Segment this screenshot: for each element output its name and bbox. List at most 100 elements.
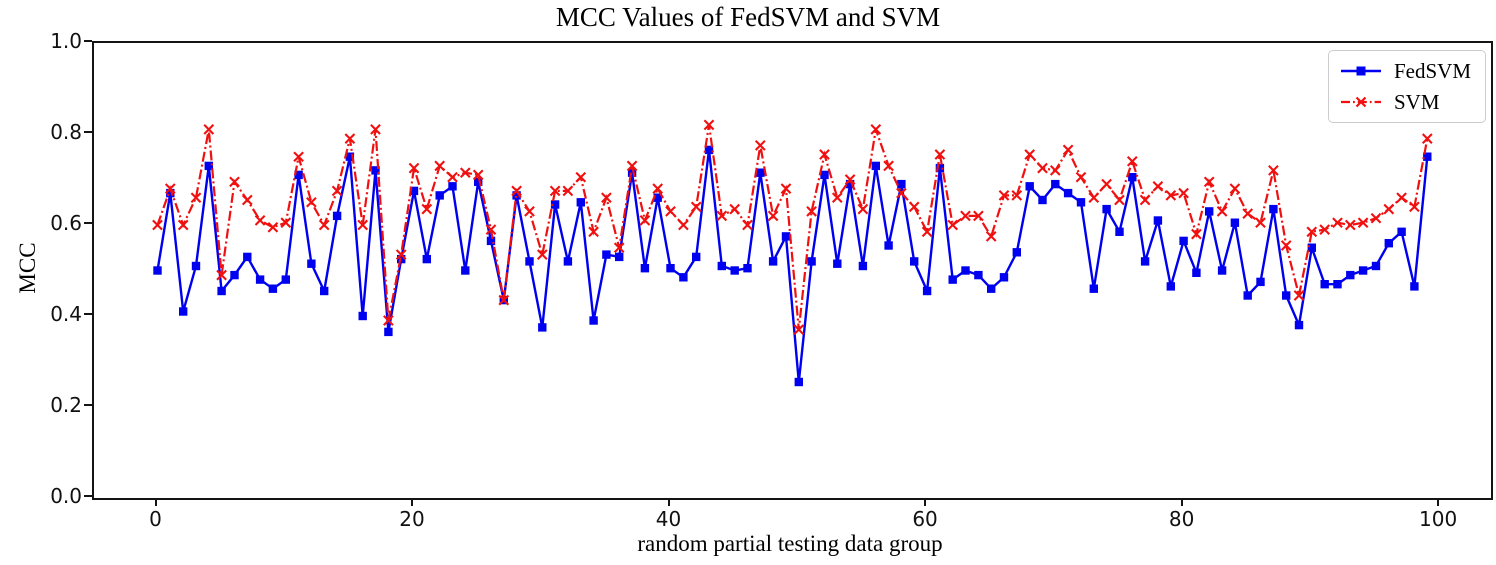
data-point-marker xyxy=(243,252,252,262)
data-point-marker xyxy=(1370,212,1382,224)
data-point-marker xyxy=(703,119,715,131)
data-point-marker xyxy=(961,266,970,275)
data-point-marker xyxy=(525,257,534,266)
data-point-marker xyxy=(730,266,739,275)
data-point-marker xyxy=(768,257,778,266)
y-tick-label: 1.0 xyxy=(50,29,82,53)
y-tick-label: 0.4 xyxy=(50,302,82,326)
data-point-marker xyxy=(833,259,842,268)
data-point-marker xyxy=(626,160,638,172)
data-point-marker xyxy=(203,124,215,135)
legend-label-svm: SVM xyxy=(1393,90,1440,114)
data-point-marker xyxy=(692,252,701,262)
data-point-marker xyxy=(831,192,843,204)
data-point-marker xyxy=(666,264,675,273)
data-point-marker xyxy=(1192,268,1201,277)
legend-marker-svm xyxy=(1355,96,1367,108)
x-tick-label: 0 xyxy=(149,507,162,531)
data-point-marker xyxy=(1115,227,1124,236)
data-point-marker xyxy=(947,219,959,231)
data-point-marker xyxy=(1230,218,1240,227)
data-point-marker xyxy=(370,124,381,135)
data-point-marker xyxy=(395,249,407,260)
data-point-marker xyxy=(179,307,188,316)
data-point-marker xyxy=(613,242,625,254)
data-point-marker xyxy=(690,201,702,213)
data-point-marker xyxy=(474,177,483,186)
data-point-marker xyxy=(345,152,355,161)
x-tick-label: 100 xyxy=(1419,507,1458,531)
data-point-marker xyxy=(998,190,1010,201)
x-tick-mark xyxy=(411,498,414,506)
data-point-marker xyxy=(1011,190,1023,201)
data-point-marker xyxy=(1421,133,1433,144)
data-point-marker xyxy=(871,161,880,171)
data-point-marker xyxy=(1256,277,1265,287)
data-point-marker xyxy=(1409,201,1420,213)
data-point-marker xyxy=(409,186,419,196)
data-point-marker xyxy=(1179,236,1188,246)
data-point-marker xyxy=(1384,239,1393,248)
data-point-marker xyxy=(602,250,611,259)
data-point-marker xyxy=(383,315,394,326)
chart-title: MCC Values of FedSVM and SVM xyxy=(555,2,941,32)
data-point-marker xyxy=(717,261,726,271)
data-point-marker xyxy=(1191,228,1202,240)
data-point-marker xyxy=(320,286,329,296)
data-point-marker xyxy=(1203,176,1215,188)
data-point-marker xyxy=(1357,217,1369,229)
data-point-marker xyxy=(344,133,356,144)
data-point-marker xyxy=(1126,155,1138,167)
data-point-marker xyxy=(1139,194,1151,206)
data-point-marker xyxy=(293,151,304,163)
x-tick-mark xyxy=(667,498,670,506)
y-tick-label: 0.8 xyxy=(50,120,82,144)
data-point-marker xyxy=(408,162,420,174)
y-tick-mark xyxy=(84,404,92,406)
data-point-marker xyxy=(268,284,278,293)
data-point-marker xyxy=(1282,291,1291,300)
data-point-marker xyxy=(934,149,946,160)
data-point-marker xyxy=(357,219,369,231)
data-point-marker xyxy=(1268,165,1279,176)
data-point-marker xyxy=(331,185,343,197)
data-point-marker xyxy=(743,264,752,273)
data-point-marker xyxy=(1307,243,1316,252)
data-point-marker xyxy=(384,327,393,337)
data-point-marker xyxy=(767,210,779,222)
data-point-marker xyxy=(332,211,342,221)
data-point-marker xyxy=(1038,195,1047,205)
data-point-marker xyxy=(781,232,791,241)
data-point-marker xyxy=(461,266,470,275)
legend-item-svm: SVM xyxy=(1340,91,1471,113)
data-point-marker xyxy=(1371,261,1381,271)
data-point-marker xyxy=(1178,187,1189,199)
data-point-marker xyxy=(217,286,226,296)
data-point-marker xyxy=(1294,320,1304,330)
data-point-marker xyxy=(255,275,265,284)
data-point-marker xyxy=(1306,226,1318,238)
data-point-marker xyxy=(1101,178,1112,190)
data-point-marker xyxy=(511,185,522,197)
data-point-marker xyxy=(190,192,202,204)
data-point-marker xyxy=(1025,182,1034,191)
data-point-marker xyxy=(152,219,163,231)
data-point-marker xyxy=(884,241,893,250)
data-point-marker xyxy=(870,124,882,135)
data-point-marker xyxy=(922,286,932,296)
data-point-marker xyxy=(549,185,561,197)
data-point-marker xyxy=(921,226,933,238)
data-point-marker xyxy=(563,257,573,266)
data-point-marker xyxy=(883,160,894,172)
data-point-marker xyxy=(858,261,868,271)
data-point-marker xyxy=(1152,180,1164,192)
data-point-marker xyxy=(1242,208,1254,219)
data-point-marker xyxy=(793,324,805,336)
legend-label-fedsvm: FedSVM xyxy=(1393,59,1471,83)
data-point-marker xyxy=(819,149,830,160)
data-point-marker xyxy=(1332,217,1343,229)
data-point-marker xyxy=(1205,207,1214,216)
data-point-marker xyxy=(601,192,612,204)
data-point-marker xyxy=(639,215,651,226)
